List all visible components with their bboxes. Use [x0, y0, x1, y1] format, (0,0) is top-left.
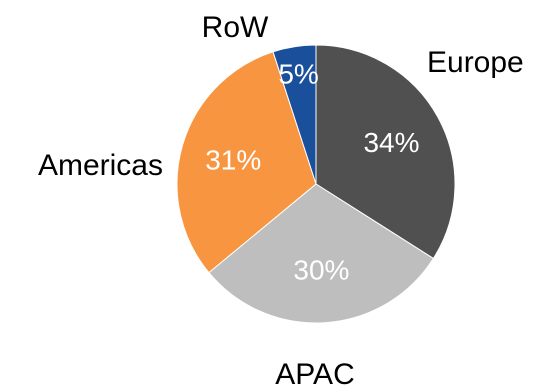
pie-slices — [176, 44, 456, 324]
pie-slice-row — [272, 44, 317, 185]
category-labels: Europe APAC Americas RoW — [38, 11, 524, 388]
data-labels: 34% 30% 31% 5% — [205, 59, 419, 286]
data-label-americas: 31% — [205, 144, 261, 175]
data-label-row: 5% — [278, 59, 318, 90]
category-label-row: RoW — [202, 11, 269, 44]
category-label-apac: APAC — [275, 358, 354, 388]
pie-slice-americas — [176, 51, 317, 274]
category-label-americas: Americas — [38, 149, 163, 182]
data-label-apac: 30% — [293, 255, 349, 286]
pie-slice-apac — [208, 183, 435, 324]
pie-slice-europe — [315, 44, 456, 260]
category-label-europe: Europe — [427, 46, 524, 79]
data-label-europe: 34% — [363, 127, 419, 158]
